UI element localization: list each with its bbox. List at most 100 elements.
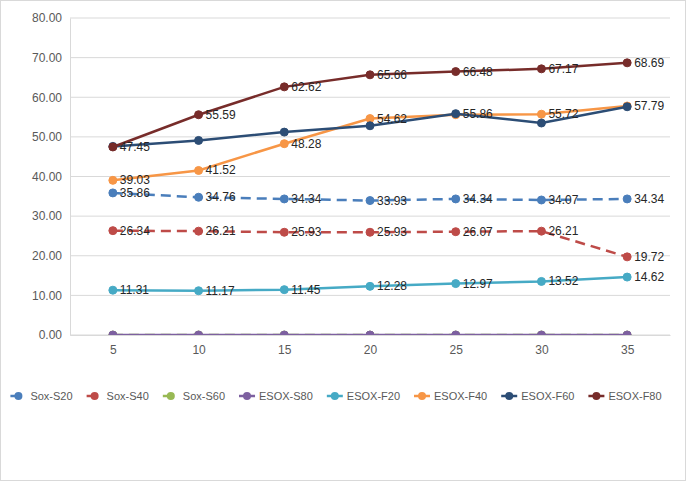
series-marker xyxy=(195,193,203,201)
series-marker xyxy=(109,331,117,335)
series-marker xyxy=(280,195,288,203)
legend-label: ESOX-F20 xyxy=(347,390,400,402)
data-label: 62.62 xyxy=(291,80,321,94)
y-tick-label: 10.00 xyxy=(32,289,62,303)
legend-label: ESOX-F40 xyxy=(434,390,487,402)
series-marker xyxy=(623,331,631,335)
series-marker xyxy=(537,110,545,118)
x-axis-line xyxy=(71,335,671,336)
x-tick-label: 10 xyxy=(192,343,206,357)
data-label: 33.93 xyxy=(377,194,407,208)
series-marker xyxy=(623,331,631,335)
series-marker xyxy=(537,331,545,335)
series-marker xyxy=(280,331,288,335)
y-tick-label: 0.00 xyxy=(39,328,63,342)
y-tick: 50.00 xyxy=(32,130,70,144)
data-label: 26.21 xyxy=(548,224,578,238)
legend-item: Sox-S40 xyxy=(87,390,149,402)
legend-item: ESOX-F80 xyxy=(588,390,661,402)
y-tick: 30.00 xyxy=(32,209,70,223)
series-marker xyxy=(623,195,631,203)
data-label: 13.52 xyxy=(548,274,578,288)
x-tick-label: 15 xyxy=(278,343,292,357)
series-layer xyxy=(109,59,631,335)
data-label: 34.34 xyxy=(291,192,321,206)
data-label: 26.07 xyxy=(463,225,493,239)
data-label: 39.03 xyxy=(120,173,150,187)
legend-label: ESOX-F80 xyxy=(608,390,661,402)
data-label: 34.07 xyxy=(548,193,578,207)
series-marker xyxy=(537,119,545,127)
legend: Sox-S20 Sox-S40 Sox-S60 ESOX-S80 ESOX-F20 ESO… xyxy=(10,390,661,402)
legend-marker xyxy=(91,392,99,400)
series-marker xyxy=(452,110,460,118)
legend-marker xyxy=(14,392,22,400)
legend-marker xyxy=(505,392,513,400)
data-label: 25.93 xyxy=(291,225,321,239)
y-tick: 40.00 xyxy=(32,170,70,184)
x-axis: 5101520253035 xyxy=(71,335,671,357)
data-label: 35.86 xyxy=(120,186,150,200)
series-marker xyxy=(195,136,203,144)
y-tick-label: 80.00 xyxy=(32,11,62,25)
legend-label: Sox-S20 xyxy=(30,390,72,402)
series-marker xyxy=(109,331,117,335)
series-marker xyxy=(623,103,631,111)
grid-line xyxy=(70,57,670,58)
data-label: 14.62 xyxy=(634,270,664,284)
series-marker xyxy=(623,253,631,261)
series-marker xyxy=(109,189,117,197)
legend-item: ESOX-F60 xyxy=(501,390,574,402)
series-marker xyxy=(623,273,631,281)
series xyxy=(109,331,631,335)
data-label: 25.93 xyxy=(377,225,407,239)
x-tick: 20 xyxy=(364,335,378,357)
data-labels: 35.8634.7634.3433.9334.3434.0734.3426.34… xyxy=(120,56,665,298)
plot: 0.0010.0020.0030.0040.0050.0060.0070.008… xyxy=(32,11,671,356)
grid-line xyxy=(70,18,670,19)
series-line xyxy=(113,107,627,147)
series-marker xyxy=(195,331,203,335)
series-marker xyxy=(109,227,117,235)
y-tick-label: 20.00 xyxy=(32,249,62,263)
legend-label: Sox-S60 xyxy=(183,390,225,402)
legend-label: Sox-S40 xyxy=(107,390,149,402)
legend-item: ESOX-S80 xyxy=(239,390,313,402)
x-tick-label: 5 xyxy=(110,343,117,357)
series-marker xyxy=(452,68,460,76)
data-label: 55.86 xyxy=(463,107,493,121)
y-tick-label: 40.00 xyxy=(32,170,62,184)
series-marker xyxy=(280,128,288,136)
y-axis: 0.0010.0020.0030.0040.0050.0060.0070.008… xyxy=(32,11,71,342)
legend-item: ESOX-F40 xyxy=(414,390,487,402)
x-tick-label: 30 xyxy=(535,343,549,357)
series-marker xyxy=(366,331,374,335)
series-marker xyxy=(366,71,374,79)
series-marker xyxy=(109,286,117,294)
legend-item: Sox-S60 xyxy=(163,390,225,402)
grid-line xyxy=(70,295,670,296)
series-marker xyxy=(280,228,288,236)
legend-label: ESOX-S80 xyxy=(259,390,313,402)
series xyxy=(109,331,631,335)
series-marker xyxy=(537,331,545,335)
series-marker xyxy=(195,287,203,295)
series-marker xyxy=(537,196,545,204)
data-label: 67.17 xyxy=(548,62,578,76)
data-label: 54.62 xyxy=(377,112,407,126)
y-tick-label: 50.00 xyxy=(32,130,62,144)
legend-item: Sox-S20 xyxy=(10,390,72,402)
series-marker xyxy=(109,143,117,151)
series xyxy=(109,103,631,151)
series-marker xyxy=(195,227,203,235)
x-tick: 35 xyxy=(621,335,635,357)
y-tick: 10.00 xyxy=(32,289,70,303)
y-tick: 60.00 xyxy=(32,91,70,105)
series-marker xyxy=(195,166,203,174)
legend-item: ESOX-F20 xyxy=(327,390,400,402)
series-marker xyxy=(195,331,203,335)
y-tick-label: 30.00 xyxy=(32,209,62,223)
legend-marker xyxy=(331,392,339,400)
data-label: 55.72 xyxy=(548,107,578,121)
legend-marker xyxy=(592,392,600,400)
